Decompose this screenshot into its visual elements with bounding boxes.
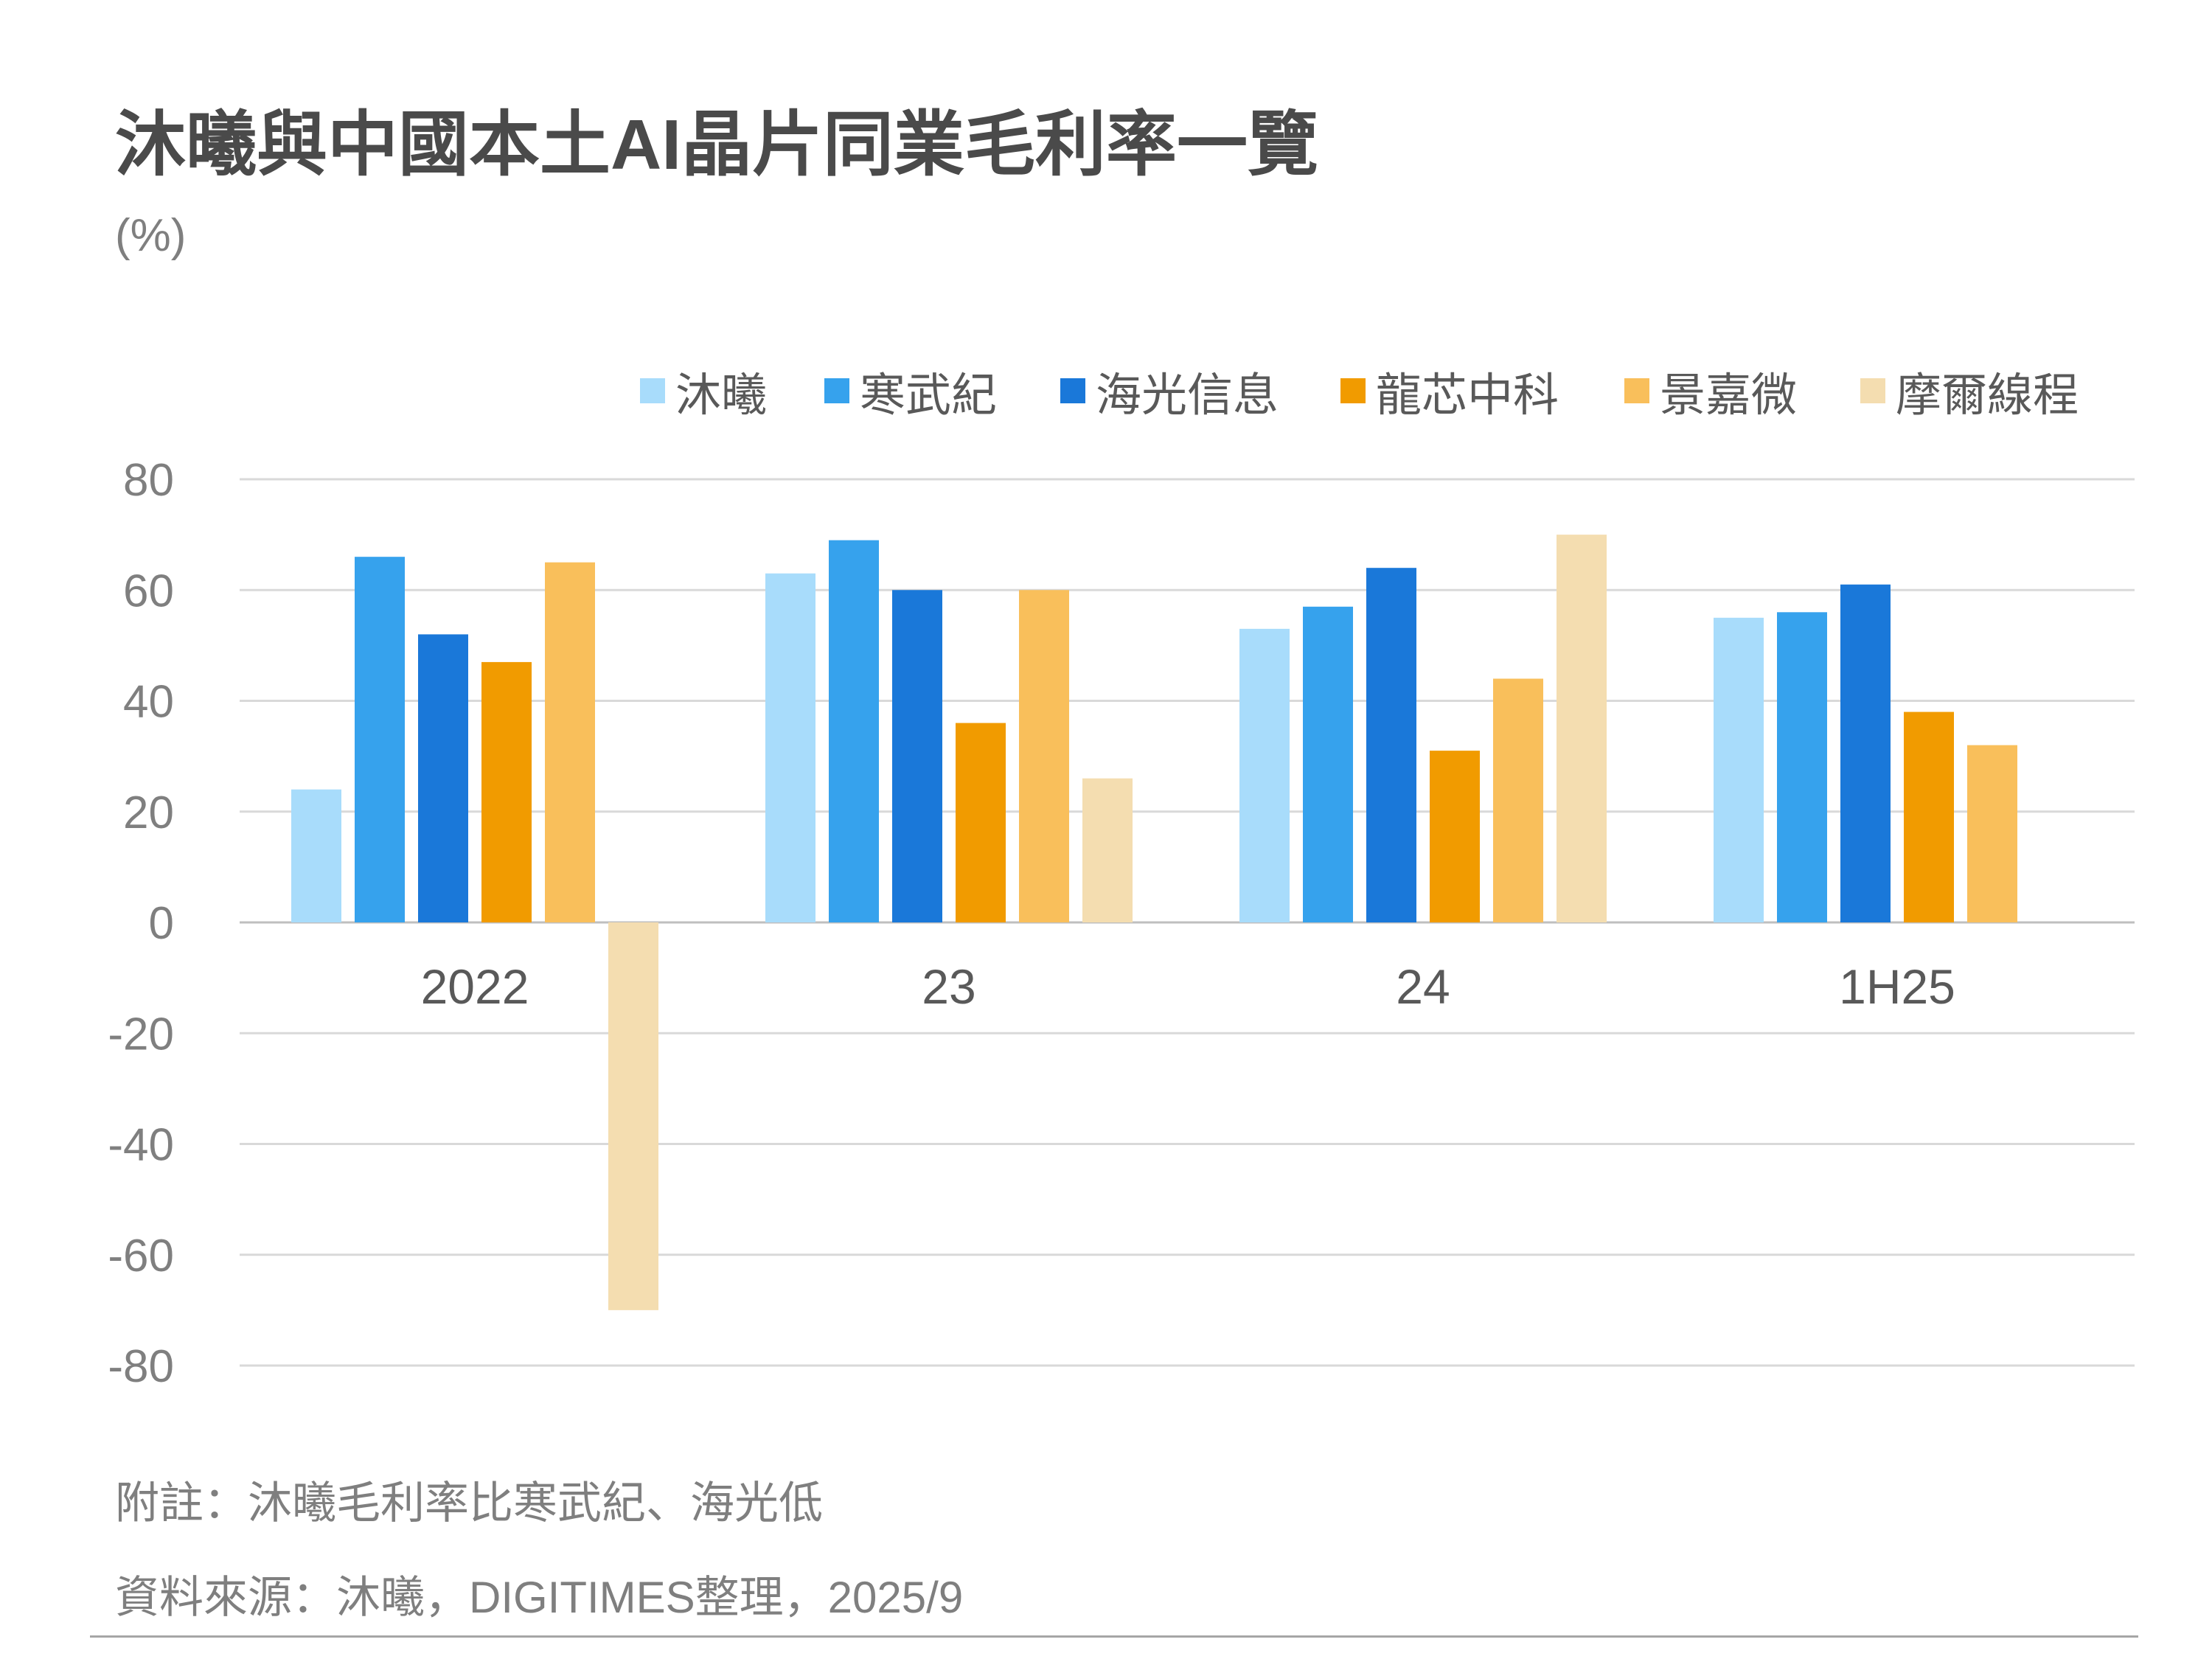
bottom-divider xyxy=(90,1635,2138,1638)
y-tick-label: 60 xyxy=(123,566,174,616)
bars xyxy=(291,535,2017,1310)
x-tick-label: 2022 xyxy=(421,959,529,1014)
bar xyxy=(1082,778,1133,922)
bar xyxy=(355,557,405,922)
y-tick-label: 20 xyxy=(123,787,174,838)
bar xyxy=(481,661,532,922)
bar xyxy=(545,562,595,922)
legend-swatch xyxy=(1340,378,1366,403)
x-tick-label: 23 xyxy=(922,959,975,1014)
legend-item: 寒武紀 xyxy=(824,361,997,421)
y-tick-label: -60 xyxy=(108,1231,174,1281)
y-tick-label: -80 xyxy=(108,1341,174,1392)
legend-item: 沐曦 xyxy=(640,361,767,421)
legend-swatch xyxy=(1060,378,1085,403)
y-tick-label: 0 xyxy=(149,898,174,949)
bar xyxy=(892,590,942,922)
legend-swatch xyxy=(640,378,665,403)
bar xyxy=(291,789,341,922)
legend-item: 龍芯中科 xyxy=(1340,361,1559,421)
legend-label: 寒武紀 xyxy=(860,370,998,421)
bar xyxy=(829,540,879,922)
bar xyxy=(956,723,1006,922)
footnote: 附註：沐曦毛利率比寒武紀、海光低 xyxy=(115,1478,823,1528)
chart-legend: 沐曦 寒武紀 海光信息 龍芯中科 景嘉微 摩爾線程 xyxy=(0,361,2124,421)
y-tick-label: -40 xyxy=(108,1120,174,1171)
legend-label: 龍芯中科 xyxy=(1376,370,1559,421)
x-tick-label: 1H25 xyxy=(1839,959,1955,1014)
source-note: 資料來源：沐曦，DIGITIMES整理，2025/9 xyxy=(115,1573,964,1622)
bar xyxy=(1019,590,1069,922)
y-tick-label: 80 xyxy=(123,455,174,506)
chart-title: 沐曦與中國本土AI晶片同業毛利率一覽 xyxy=(115,105,1318,184)
bar xyxy=(1840,584,1891,922)
legend-item: 景嘉微 xyxy=(1624,361,1797,421)
bar xyxy=(608,922,658,1310)
bar xyxy=(765,573,815,922)
y-tick-label: -20 xyxy=(108,1009,174,1060)
bar xyxy=(418,634,468,922)
legend-label: 海光信息 xyxy=(1096,370,1279,421)
y-tick-label: 40 xyxy=(123,677,174,728)
bar xyxy=(1430,751,1480,922)
x-tick-label: 24 xyxy=(1396,959,1450,1014)
bar xyxy=(1777,612,1827,922)
bar xyxy=(1366,568,1416,922)
unit-label: (%) xyxy=(115,210,187,261)
bar xyxy=(1557,535,1607,922)
bar xyxy=(1714,617,1764,922)
legend-swatch xyxy=(824,378,849,403)
y-axis-ticks: 80 60 40 20 0 -20 -40 -60 -80 xyxy=(108,455,174,1392)
x-axis-ticks: 2022 23 24 1H25 xyxy=(421,959,1955,1014)
bar-chart: 80 60 40 20 0 -20 -40 -60 -80 2022 23 24 1H25 xyxy=(108,455,2135,1392)
legend-label: 摩爾線程 xyxy=(1896,370,2079,421)
legend-label: 景嘉微 xyxy=(1660,370,1798,421)
bar xyxy=(1303,606,1353,922)
legend-item: 摩爾線程 xyxy=(1860,361,2079,421)
bar xyxy=(1967,745,2017,922)
legend-swatch xyxy=(1624,378,1649,403)
legend-label: 沐曦 xyxy=(675,370,768,421)
bar xyxy=(1904,712,1954,922)
bar xyxy=(1493,678,1543,922)
bar xyxy=(1239,628,1290,922)
legend-swatch xyxy=(1860,378,1885,403)
legend-item: 海光信息 xyxy=(1060,361,1279,421)
